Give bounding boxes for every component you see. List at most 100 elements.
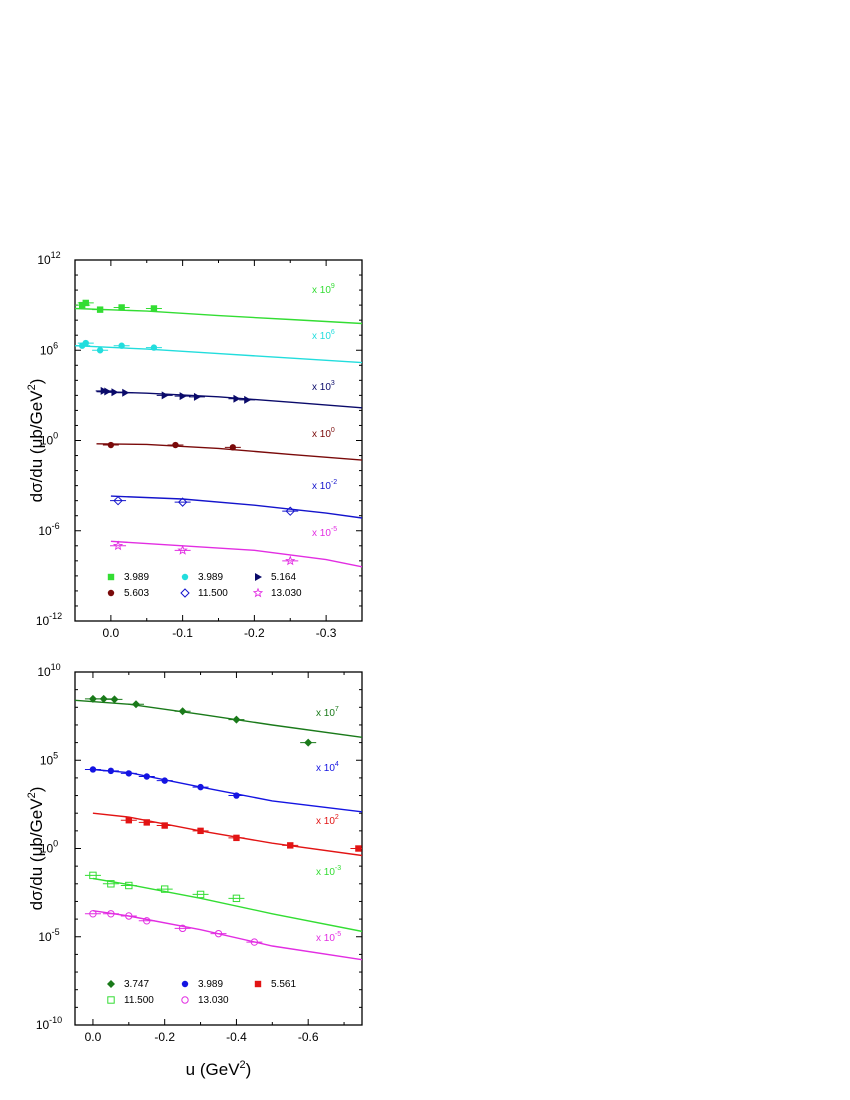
data-point — [111, 388, 119, 397]
fit-curve — [96, 443, 362, 461]
data-point — [143, 917, 151, 925]
data-point — [143, 773, 150, 780]
data-point — [89, 910, 97, 918]
x-tick-label: -0.2 — [154, 1030, 175, 1044]
fit-curve — [92, 877, 362, 933]
data-point — [89, 871, 97, 880]
data-point — [161, 391, 169, 400]
data-point — [172, 441, 179, 449]
data-point — [122, 388, 130, 397]
data-point — [110, 695, 119, 704]
data-point — [118, 342, 125, 349]
legend-label: 5.164 — [271, 572, 296, 583]
fit-curve — [92, 768, 362, 813]
legend-label: 3.989 — [198, 979, 223, 990]
data-point — [112, 540, 124, 551]
y-tick-label: 105 — [40, 750, 58, 767]
data-point — [107, 910, 115, 918]
legend-label: 11.500 — [124, 995, 154, 1006]
y-tick-label: 10-5 — [38, 927, 59, 944]
series-5 — [110, 495, 362, 519]
series-3 — [95, 386, 362, 409]
data-point — [233, 834, 240, 842]
legend-marker — [252, 587, 264, 598]
scale-annotation: x 100 — [312, 427, 335, 440]
series-4 — [84, 871, 362, 933]
data-point — [96, 306, 104, 313]
data-point — [196, 890, 205, 899]
series-2 — [84, 766, 362, 813]
data-point — [125, 881, 133, 890]
series-2 — [75, 339, 362, 364]
legend-marker — [255, 573, 262, 581]
data-point — [233, 394, 241, 403]
data-point — [82, 299, 89, 307]
data-point — [131, 700, 140, 709]
fit-curve — [75, 307, 362, 325]
scale-annotation: x 104 — [316, 761, 339, 774]
scale-annotation: x 103 — [312, 380, 335, 393]
series-5 — [84, 910, 362, 961]
scale-annotation: x 10-5 — [312, 526, 337, 539]
y-tick-label: 106 — [40, 340, 58, 357]
plot-frame — [74, 259, 363, 622]
x-tick-label: 0.0 — [85, 1030, 102, 1044]
data-point — [214, 929, 223, 938]
y-axis-title: dσ/du (μb/GeV2) — [26, 787, 46, 911]
y-axis-title: dσ/du (μb/GeV2) — [26, 379, 46, 503]
legend-label: 13.030 — [198, 995, 229, 1006]
data-point — [125, 770, 133, 777]
data-point — [118, 304, 125, 311]
series-4 — [96, 441, 362, 461]
data-point — [232, 715, 241, 724]
data-point — [179, 392, 187, 401]
data-point — [89, 766, 97, 773]
series-1 — [75, 694, 362, 747]
data-point — [193, 392, 201, 401]
legend-label: 5.561 — [271, 979, 296, 990]
data-point — [160, 885, 169, 893]
data-point — [88, 694, 97, 703]
data-point — [107, 441, 115, 449]
y-tick-label: 100 — [40, 839, 58, 856]
fit-curve — [75, 699, 362, 738]
y-tick-label: 10-12 — [36, 611, 62, 628]
legend-label: 3.989 — [198, 572, 223, 583]
chart-panel-2: 10-10 10-5 100 105 1010 0.0 -0.2 -0.4 -0.6 dσ/du … — [26, 662, 363, 1079]
legend-marker — [107, 980, 115, 988]
legend-label: 3.989 — [124, 572, 149, 583]
fit-curve — [110, 495, 362, 519]
data-point — [161, 777, 168, 784]
legend-marker — [254, 980, 262, 988]
scale-annotation: x 107 — [316, 706, 339, 719]
data-point — [197, 827, 204, 835]
data-point — [178, 707, 187, 716]
data-point — [100, 386, 108, 395]
y-tick-label: 1010 — [37, 662, 60, 679]
legend-label: 11.500 — [198, 588, 228, 599]
x-tick-label: -0.6 — [298, 1030, 319, 1044]
data-point — [150, 344, 158, 351]
data-point — [285, 506, 295, 516]
data-point — [355, 845, 362, 852]
y-tick-label: 10-10 — [36, 1015, 62, 1032]
data-point — [78, 301, 86, 309]
data-point — [197, 783, 204, 791]
data-point — [107, 767, 115, 775]
plot-frame — [74, 671, 363, 1026]
series-6 — [110, 540, 362, 568]
chart-panel-1: 10-12 10-6 100 106 1012 0.0 -0.1 -0.2 -0.3 dσ/du … — [26, 250, 363, 640]
data-point — [125, 817, 133, 824]
x-tick-label: 0.0 — [103, 626, 120, 640]
data-point — [244, 395, 252, 404]
data-point — [82, 339, 89, 347]
fit-curve — [96, 390, 362, 409]
y-tick-label: 100 — [40, 431, 58, 448]
x-tick-label: -0.3 — [316, 626, 337, 640]
data-point — [287, 842, 294, 849]
y-tick-label: 10-6 — [38, 521, 59, 538]
fit-curve — [110, 540, 362, 568]
legend-marker — [107, 573, 115, 581]
legend-label: 5.603 — [124, 588, 149, 599]
